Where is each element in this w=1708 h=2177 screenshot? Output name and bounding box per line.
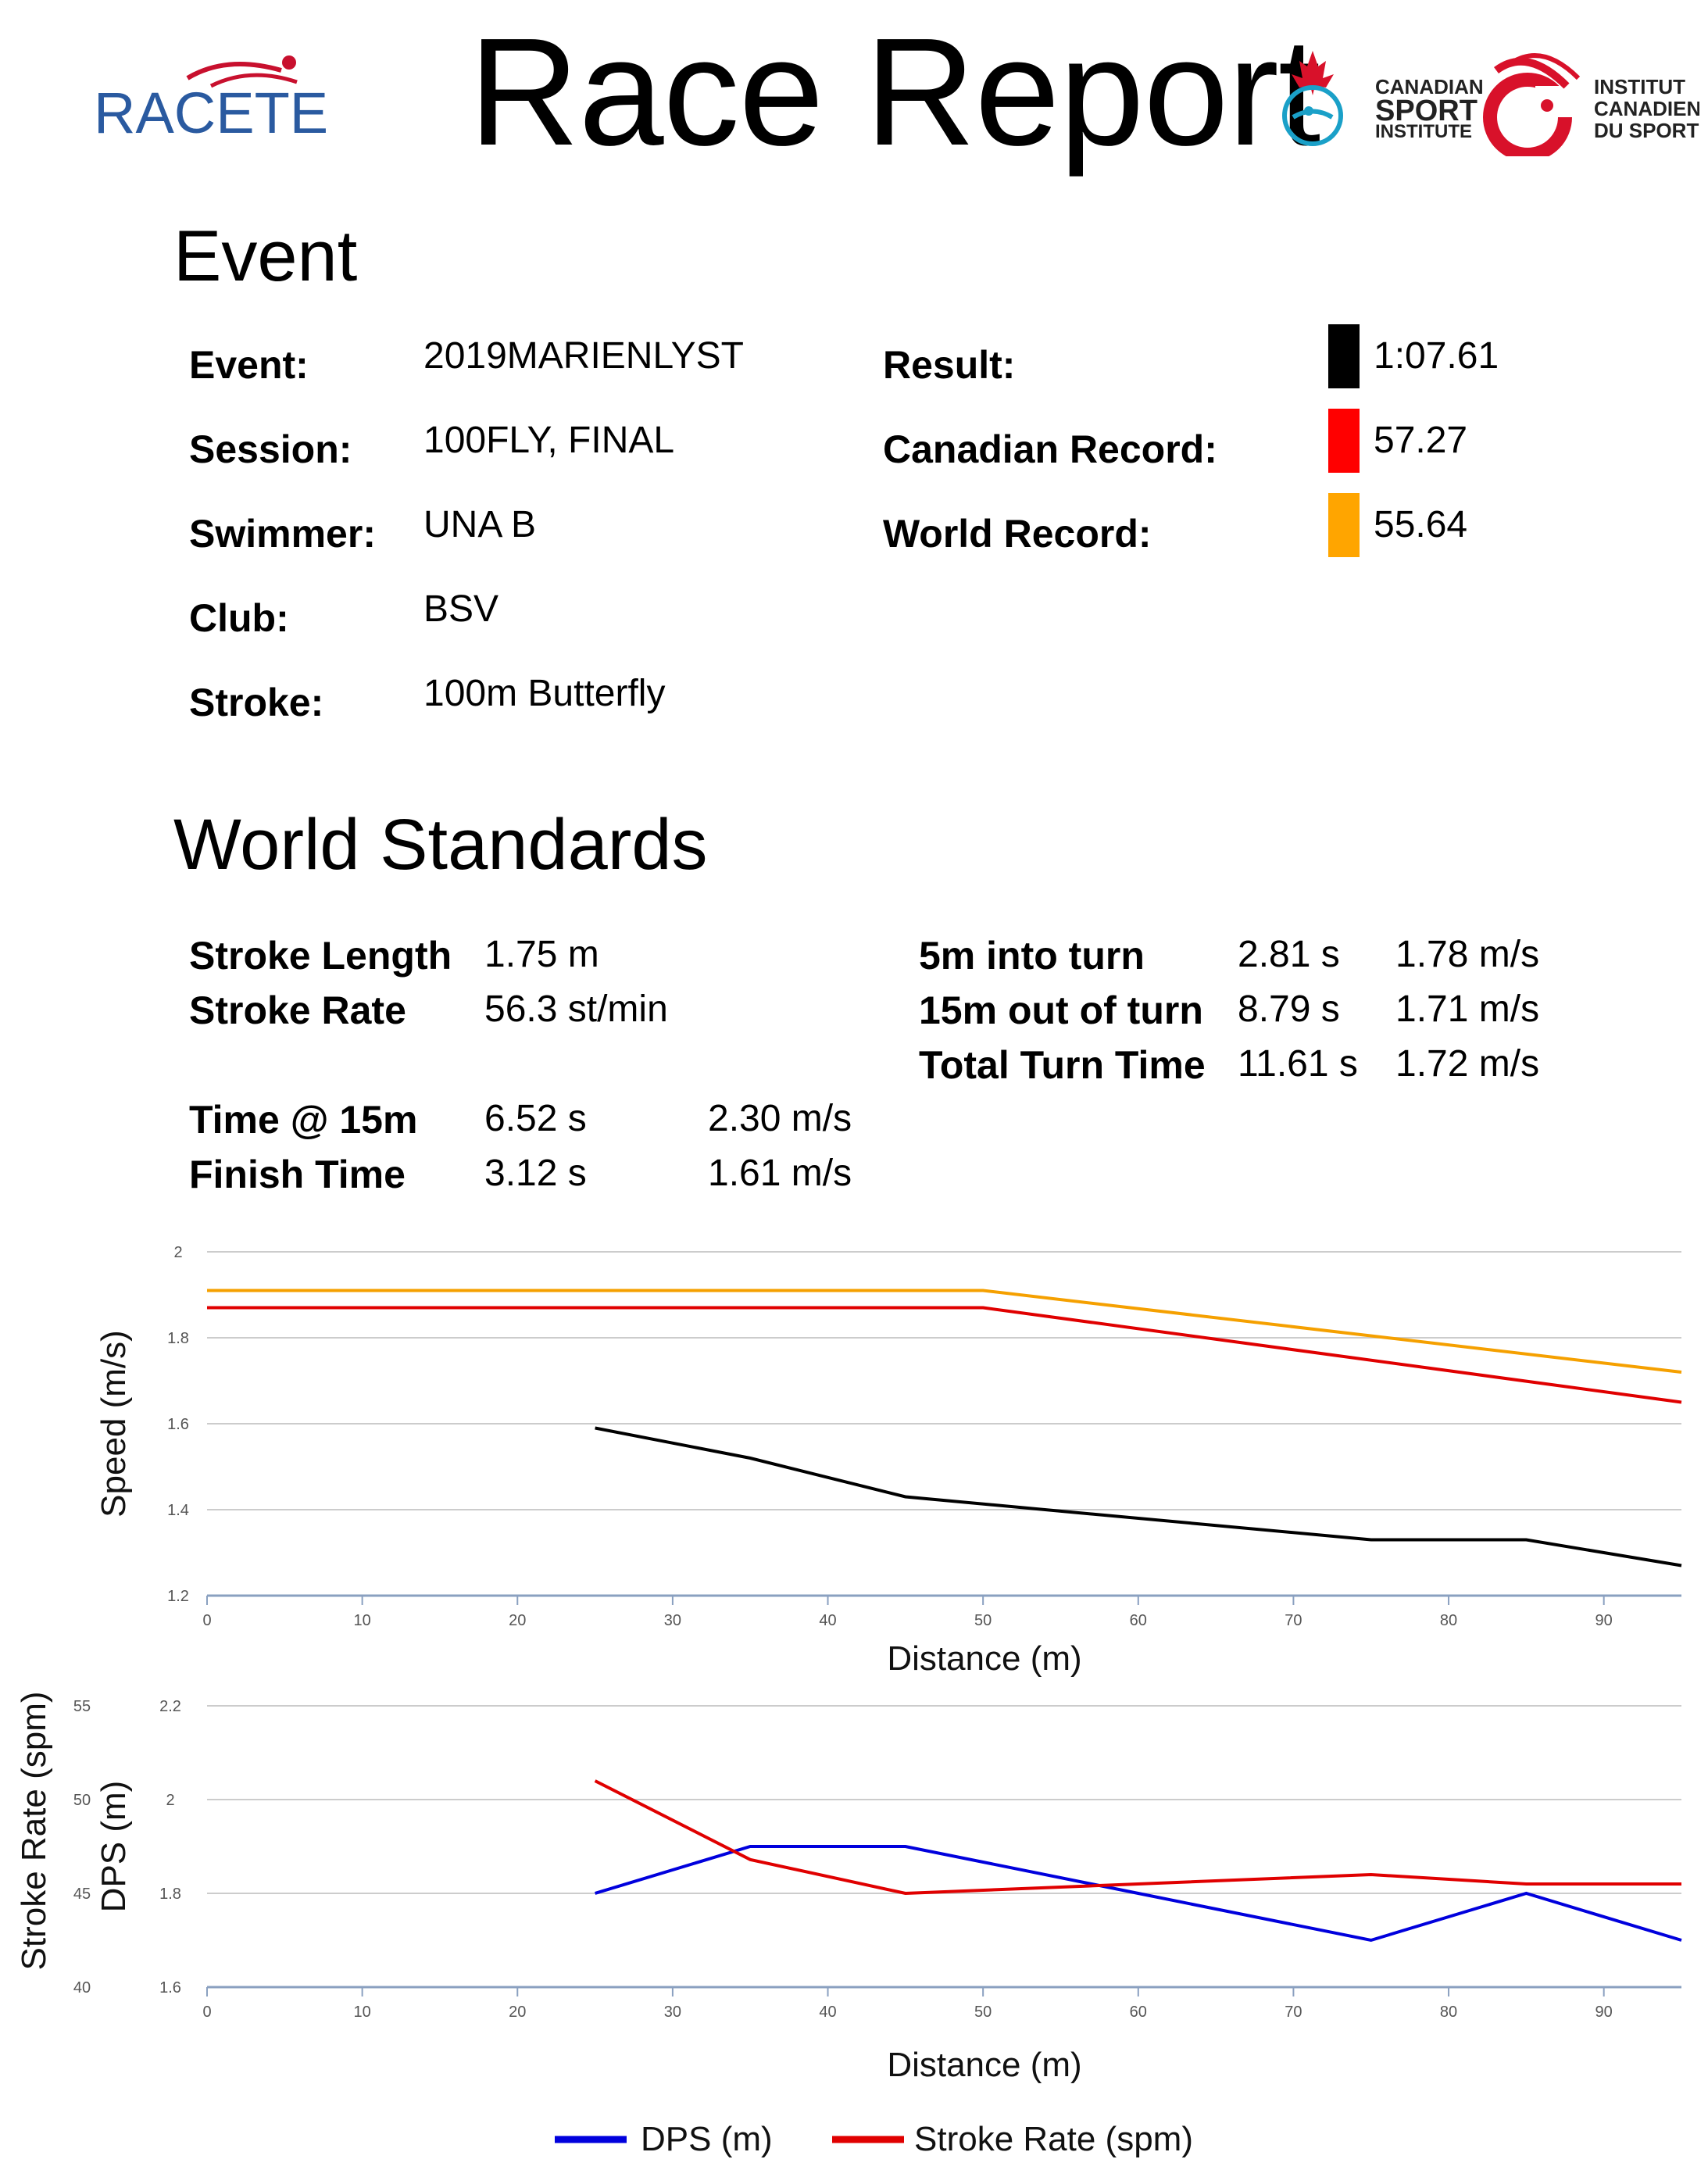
y2-tick-label: 50 — [73, 1792, 91, 1809]
x-tick-label: 10 — [354, 1612, 371, 1629]
x-tick-label: 30 — [664, 1612, 681, 1629]
y-tick-label: 1.6 — [167, 1416, 189, 1433]
x-tick-label: 20 — [509, 2004, 526, 2021]
time-15m-value: 6.52 s — [484, 1098, 587, 1139]
y2-axis-label: Stroke Rate (spm) — [15, 1692, 53, 1971]
stroke-value: 100m Butterfly — [423, 673, 666, 714]
x-tick-label: 60 — [1130, 2004, 1147, 2021]
result-label: Result: — [883, 343, 1016, 387]
y-tick-label: 1.2 — [167, 1588, 189, 1605]
svg-text:SPORT: SPORT — [1375, 95, 1478, 127]
session-label: Session: — [189, 427, 352, 471]
stroke-rate-label: Stroke Rate — [189, 988, 406, 1032]
y2-tick-label: 45 — [73, 1886, 91, 1903]
svg-text:CANADIAN: CANADIAN — [1375, 75, 1484, 98]
x-axis-label: Distance (m) — [887, 1639, 1081, 1678]
svg-text:INSTITUT: INSTITUT — [1594, 75, 1685, 98]
y-tick-label: 2 — [166, 1792, 174, 1809]
world-standards-heading: World Standards — [173, 805, 708, 885]
stroke-length-label: Stroke Length — [189, 934, 452, 978]
x-tick-label: 70 — [1285, 2004, 1302, 2021]
stroke-label: Stroke: — [189, 681, 324, 724]
x-tick-label: 50 — [974, 2004, 992, 2021]
x-tick-label: 0 — [202, 2004, 211, 2021]
turn-in-time: 2.81 s — [1238, 934, 1340, 975]
total-turn-time: 11.61 s — [1238, 1043, 1358, 1085]
club-value: BSV — [423, 588, 499, 630]
result-value: 1:07.61 — [1374, 335, 1499, 377]
x-tick-label: 10 — [354, 2004, 371, 2021]
world-record-label: World Record: — [883, 512, 1152, 556]
series-line-1 — [207, 1306, 1682, 1404]
world-record-color-swatch — [1328, 493, 1360, 557]
maple-leaf-icon — [1282, 51, 1343, 146]
turn-in-label: 5m into turn — [919, 934, 1145, 978]
y-tick-label: 1.8 — [167, 1330, 189, 1347]
legend-label-1: Stroke Rate (spm) — [914, 2120, 1193, 2158]
series-line-0 — [595, 1845, 1682, 1943]
csi-swoosh-icon — [1483, 53, 1581, 162]
series-line-0 — [207, 1289, 1682, 1374]
y-tick-label: 1.6 — [159, 1979, 181, 1996]
x-tick-label: 40 — [819, 1612, 836, 1629]
world-record-value: 55.64 — [1374, 504, 1468, 545]
result-color-swatch — [1328, 324, 1360, 388]
event-label: Event: — [189, 343, 309, 387]
y2-tick-label: 55 — [73, 1698, 91, 1715]
finish-time-speed: 1.61 m/s — [708, 1153, 852, 1194]
speed-chart: 1.21.41.61.820 10 20 30 40 50 60 70 80 90Distance… — [95, 1244, 1682, 1678]
y-axis-label: Speed (m/s) — [95, 1330, 133, 1517]
x-axis-label: Distance (m) — [887, 2046, 1081, 2084]
total-turn-label: Total Turn Time — [919, 1043, 1206, 1087]
stroke-rate-value: 56.3 st/min — [484, 988, 668, 1030]
svg-text:INSTITUTE: INSTITUTE — [1375, 121, 1472, 142]
turn-in-speed: 1.78 m/s — [1395, 934, 1540, 975]
swimmer-label: Swimmer: — [189, 512, 376, 556]
x-tick-label: 60 — [1130, 1612, 1147, 1629]
x-tick-label: 70 — [1285, 1612, 1302, 1629]
svg-text:CANADIEN: CANADIEN — [1594, 97, 1699, 120]
y-axis-label: DPS (m) — [95, 1781, 133, 1913]
time-15m-label: Time @ 15m — [189, 1098, 418, 1142]
turn-out-label: 15m out of turn — [919, 988, 1203, 1032]
csi-logo: CANADIAN SPORT INSTITUTE INSTITUT CANADI… — [1277, 39, 1701, 162]
canadian-record-color-swatch — [1328, 409, 1360, 473]
svg-text:DU SPORT: DU SPORT — [1594, 119, 1699, 142]
x-tick-label: 90 — [1595, 2004, 1613, 2021]
y-tick-label: 2.2 — [159, 1698, 181, 1715]
canadian-record-label: Canadian Record: — [883, 427, 1217, 471]
total-turn-speed: 1.72 m/s — [1395, 1043, 1540, 1085]
x-tick-label: 0 — [202, 1612, 211, 1629]
x-tick-label: 80 — [1440, 2004, 1457, 2021]
x-tick-label: 90 — [1595, 1612, 1613, 1629]
series-line-2 — [595, 1426, 1682, 1568]
dps-rate-chart: 1.6 1.8 2 2.2 40 45 50 55 0 10 20 30 40 50 60 70 80 90 Dis… — [15, 1692, 1682, 2158]
club-label: Club: — [189, 596, 289, 640]
y-tick-label: 2 — [173, 1244, 182, 1261]
swimmer-value: UNA B — [423, 504, 537, 545]
stroke-length-value: 1.75 m — [484, 934, 599, 975]
page-title: Race Report — [469, 6, 1320, 177]
finish-time-label: Finish Time — [189, 1153, 406, 1196]
legend-label-0: DPS (m) — [641, 2120, 773, 2158]
x-tick-label: 30 — [664, 2004, 681, 2021]
y2-tick-label: 40 — [73, 1979, 91, 1996]
turn-out-speed: 1.71 m/s — [1395, 988, 1540, 1030]
event-value: 2019MARIENLYST — [423, 335, 744, 377]
turn-out-time: 8.79 s — [1238, 988, 1340, 1030]
y-tick-label: 1.8 — [159, 1886, 181, 1903]
series-line-1 — [594, 1779, 1681, 1896]
racetek-logo: RACETEK — [94, 39, 367, 148]
y-tick-label: 1.4 — [167, 1502, 189, 1519]
session-value: 100FLY, FINAL — [423, 420, 675, 461]
canadian-record-value: 57.27 — [1374, 420, 1468, 461]
racetek-logo-text: RACETEK — [94, 80, 328, 145]
x-tick-label: 40 — [819, 2004, 836, 2021]
x-tick-label: 80 — [1440, 1612, 1457, 1629]
x-tick-label: 20 — [509, 1612, 526, 1629]
x-tick-label: 50 — [974, 1612, 992, 1629]
event-heading: Event — [173, 216, 358, 296]
time-15m-speed: 2.30 m/s — [708, 1098, 852, 1139]
finish-time-value: 3.12 s — [484, 1153, 587, 1194]
